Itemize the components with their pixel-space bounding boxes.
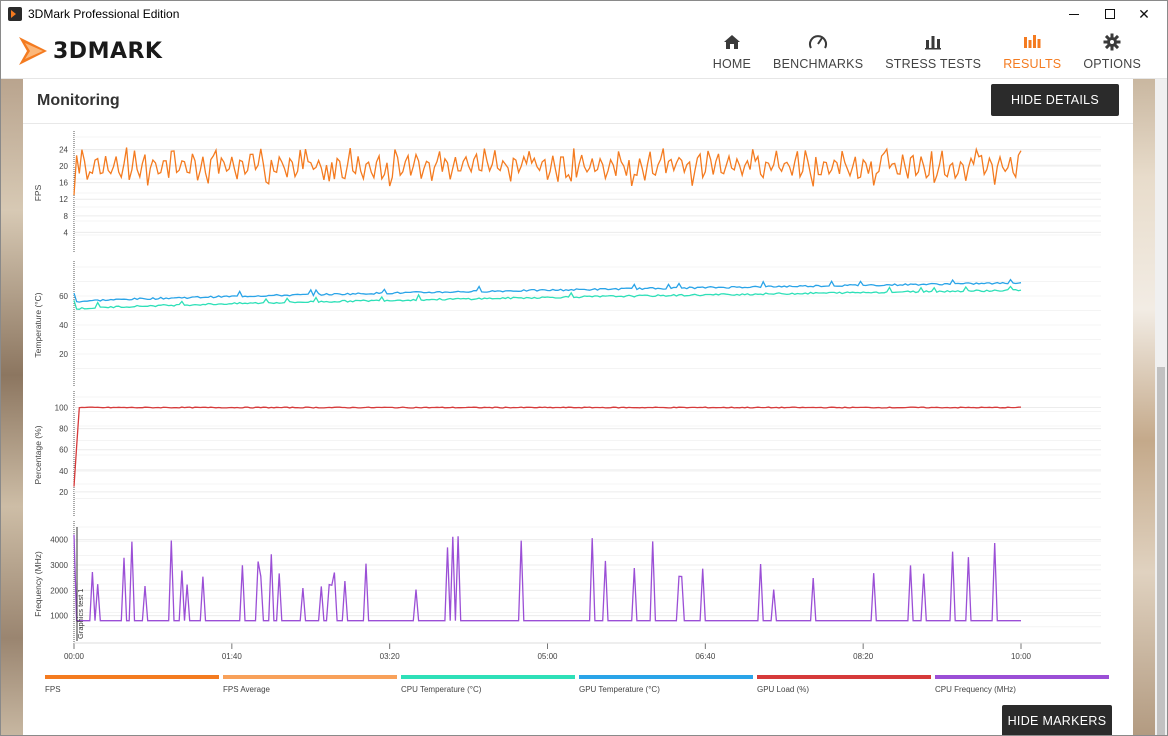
y-tick-label: 20	[59, 162, 68, 171]
app-logo-icon	[8, 7, 22, 21]
y-axis-label: Temperature (°C)	[33, 292, 43, 357]
close-button[interactable]: ✕	[1121, 1, 1167, 27]
legend-swatch	[935, 675, 1109, 679]
results-icon	[1023, 31, 1041, 53]
legend-item[interactable]: FPS Average	[223, 675, 397, 694]
legend-label: CPU Frequency (MHz)	[935, 685, 1016, 694]
hide-markers-button[interactable]: HIDE MARKERS	[1002, 705, 1112, 735]
nav-stress-tests-label: STRESS TESTS	[885, 57, 982, 71]
y-axis-label: FPS	[33, 184, 43, 201]
legend-swatch	[223, 675, 397, 679]
series-line	[73, 534, 1021, 622]
y-axis-label: Frequency (MHz)	[33, 551, 43, 617]
y-tick-label: 3000	[50, 561, 68, 570]
test-marker-label: Graphics test 1	[76, 589, 85, 639]
nav-benchmarks[interactable]: BENCHMARKS	[773, 31, 863, 77]
y-tick-label: 60	[59, 446, 68, 455]
nav-results[interactable]: RESULTS	[1003, 31, 1061, 77]
legend-item[interactable]: CPU Temperature (°C)	[401, 675, 575, 694]
brand-flame-icon	[19, 37, 47, 65]
x-tick-label: 05:00	[537, 652, 558, 661]
y-tick-label: 40	[59, 321, 68, 330]
nav-benchmarks-label: BENCHMARKS	[773, 57, 864, 71]
legend-swatch	[45, 675, 219, 679]
minimize-icon	[1069, 13, 1079, 15]
legend-swatch	[757, 675, 931, 679]
maximize-icon	[1105, 9, 1115, 19]
home-icon	[723, 31, 741, 53]
y-axis-label: Percentage (%)	[33, 425, 43, 484]
brand-logo-text: 3DMARK	[53, 39, 163, 64]
y-tick-label: 12	[59, 195, 68, 204]
series-line	[73, 278, 1022, 303]
legend-swatch	[401, 675, 575, 679]
x-tick-label: 06:40	[695, 652, 716, 661]
nav-home-label: HOME	[712, 57, 752, 71]
y-tick-label: 1000	[50, 612, 68, 621]
legend-label: FPS	[45, 685, 61, 694]
monitoring-charts: 4 8 12 16 20 24 FPS 20 40 60 Temperature (°C) 20 40 6…	[33, 131, 1101, 661]
scrollbar-thumb[interactable]	[1157, 367, 1165, 735]
gear-icon	[1103, 31, 1121, 53]
window-title: 3DMark Professional Edition	[28, 7, 180, 21]
nav-results-label: RESULTS	[1003, 57, 1062, 71]
nav-options[interactable]: OPTIONS	[1083, 31, 1141, 77]
legend-item[interactable]: GPU Temperature (°C)	[579, 675, 753, 694]
y-tick-label: 20	[59, 350, 68, 359]
maximize-button[interactable]	[1087, 1, 1133, 27]
panel-divider	[23, 123, 1133, 124]
y-tick-label: 16	[59, 179, 68, 188]
legend-swatch	[579, 675, 753, 679]
y-tick-label: 24	[59, 145, 68, 154]
hide-details-button[interactable]: HIDE DETAILS	[991, 84, 1119, 116]
y-tick-label: 80	[59, 425, 68, 434]
title-bar: 3DMark Professional Edition ✕	[1, 1, 1167, 27]
chart-legend: FPS FPS Average CPU Temperature (°C) GPU Te…	[45, 675, 1111, 699]
x-tick-label: 00:00	[64, 652, 85, 661]
nav-stress-tests[interactable]: STRESS TESTS	[885, 31, 981, 77]
y-tick-label: 2000	[50, 586, 68, 595]
bar-chart-icon	[924, 31, 942, 53]
x-tick-label: 03:20	[380, 652, 401, 661]
gauge-icon	[808, 31, 828, 53]
y-tick-label: 4000	[50, 536, 68, 545]
series-line	[73, 406, 1022, 487]
legend-label: FPS Average	[223, 685, 270, 694]
legend-label: GPU Temperature (°C)	[579, 685, 660, 694]
minimize-button[interactable]	[1051, 1, 1097, 27]
app-header: 3DMARK HOME BENCHMARKS STRESS TESTS	[1, 27, 1167, 79]
y-tick-label: 4	[64, 228, 69, 237]
legend-label: GPU Load (%)	[757, 685, 810, 694]
y-tick-label: 100	[55, 404, 69, 413]
y-tick-label: 40	[59, 467, 68, 476]
brand-logo[interactable]: 3DMARK	[17, 31, 187, 71]
panel-title: Monitoring	[37, 92, 120, 109]
nav-options-label: OPTIONS	[1083, 57, 1141, 71]
legend-item[interactable]: FPS	[45, 675, 219, 694]
legend-item[interactable]: CPU Frequency (MHz)	[935, 675, 1109, 694]
legend-item[interactable]: GPU Load (%)	[757, 675, 931, 694]
x-tick-label: 10:00	[1011, 652, 1032, 661]
scrollbar[interactable]	[1155, 79, 1167, 735]
main-nav: HOME BENCHMARKS STRESS TESTS RESULTS	[691, 31, 1141, 77]
series-line	[73, 285, 1022, 310]
y-tick-label: 20	[59, 488, 68, 497]
x-tick-label: 08:20	[853, 652, 874, 661]
y-tick-label: 60	[59, 292, 68, 301]
background-art-left	[1, 79, 23, 735]
close-icon: ✕	[1138, 5, 1150, 22]
nav-home[interactable]: HOME	[713, 31, 751, 77]
background-art-right	[1133, 79, 1155, 735]
x-tick-label: 01:40	[222, 652, 243, 661]
y-tick-label: 8	[64, 212, 69, 221]
series-line	[73, 146, 1022, 196]
legend-label: CPU Temperature (°C)	[401, 685, 482, 694]
